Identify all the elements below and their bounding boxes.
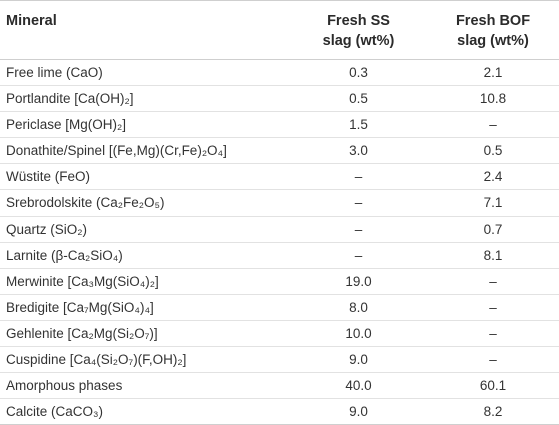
fresh-bof-value: – xyxy=(427,320,559,348)
fresh-ss-value: – xyxy=(290,163,427,191)
fresh-ss-value: – xyxy=(290,189,427,217)
fresh-ss-value: – xyxy=(290,242,427,269)
fresh-ss-value: 9.0 xyxy=(290,346,427,374)
fresh-bof-value: 7.1 xyxy=(427,189,559,217)
table-row: Wüstite (FeO) – 2.4 xyxy=(0,163,559,191)
fresh-bof-value: 8.2 xyxy=(427,398,559,425)
table-row: Srebrodolskite (Ca₂Fe₂O₅) – 7.1 xyxy=(0,189,559,217)
table-row: Bredigite [Ca₇Mg(SiO₄)₄] 8.0 – xyxy=(0,294,559,321)
table-row: Free lime (CaO) 0.3 2.1 xyxy=(0,59,559,87)
fresh-ss-value: – xyxy=(290,216,427,243)
fresh-bof-value: – xyxy=(427,111,559,139)
fresh-bof-value: 8.1 xyxy=(427,242,559,269)
fresh-ss-value: 40.0 xyxy=(290,372,427,400)
table-row: Donathite/Spinel [(Fe,Mg)(Cr,Fe)₂O₄] 3.0… xyxy=(0,137,559,165)
fresh-bof-value: 2.1 xyxy=(427,59,559,87)
header-fresh-ss: Fresh SS slag (wt%) xyxy=(290,0,427,60)
mineral-cell: Larnite (β-Ca₂SiO₄) xyxy=(0,242,290,269)
fresh-bof-value: 0.7 xyxy=(427,216,559,243)
table-row: Calcite (CaCO₃) 9.0 8.2 xyxy=(0,398,559,425)
mineral-cell: Donathite/Spinel [(Fe,Mg)(Cr,Fe)₂O₄] xyxy=(0,137,290,165)
table-row: Merwinite [Ca₃Mg(SiO₄)₂] 19.0 – xyxy=(0,268,559,295)
mineral-cell: Calcite (CaCO₃) xyxy=(0,398,290,425)
fresh-ss-value: 3.0 xyxy=(290,137,427,165)
mineral-cell: Quartz (SiO₂) xyxy=(0,216,290,243)
mineral-cell: Bredigite [Ca₇Mg(SiO₄)₄] xyxy=(0,294,290,321)
fresh-ss-value: 9.0 xyxy=(290,398,427,425)
header-mineral: Mineral xyxy=(0,0,290,60)
fresh-ss-value: 0.5 xyxy=(290,85,427,113)
fresh-bof-value: 60.1 xyxy=(427,372,559,400)
table-row: Portlandite [Ca(OH)₂] 0.5 10.8 xyxy=(0,85,559,113)
fresh-ss-value: 19.0 xyxy=(290,268,427,295)
fresh-bof-value: 0.5 xyxy=(427,137,559,165)
mineral-cell: Srebrodolskite (Ca₂Fe₂O₅) xyxy=(0,189,290,217)
table-row: Amorphous phases 40.0 60.1 xyxy=(0,372,559,400)
table-row: Quartz (SiO₂) – 0.7 xyxy=(0,216,559,243)
header-fresh-bof: Fresh BOF slag (wt%) xyxy=(427,0,559,60)
table-row: Periclase [Mg(OH)₂] 1.5 – xyxy=(0,111,559,139)
fresh-ss-value: 0.3 xyxy=(290,59,427,87)
mineral-cell: Cuspidine [Ca₄(Si₂O₇)(F,OH)₂] xyxy=(0,346,290,374)
mineral-cell: Wüstite (FeO) xyxy=(0,163,290,191)
table-row: Cuspidine [Ca₄(Si₂O₇)(F,OH)₂] 9.0 – xyxy=(0,346,559,374)
mineral-cell: Gehlenite [Ca₂Mg(Si₂O₇)] xyxy=(0,320,290,348)
header-fresh-ss-line2: slag (wt%) xyxy=(322,33,395,49)
header-fresh-ss-line1: Fresh SS xyxy=(327,13,390,29)
mineral-cell: Free lime (CaO) xyxy=(0,59,290,87)
header-fresh-bof-line1: Fresh BOF xyxy=(455,13,531,29)
fresh-bof-value: 10.8 xyxy=(427,85,559,113)
header-fresh-bof-line2: slag (wt%) xyxy=(457,33,529,49)
header-row: Mineral Fresh SS slag (wt%) Fresh BOF sl… xyxy=(0,0,559,60)
fresh-ss-value: 8.0 xyxy=(290,294,427,321)
table-header: Mineral Fresh SS slag (wt%) Fresh BOF sl… xyxy=(0,0,559,60)
mineral-cell: Amorphous phases xyxy=(0,372,290,400)
table-row: Larnite (β-Ca₂SiO₄) – 8.1 xyxy=(0,242,559,269)
table-body: Free lime (CaO) 0.3 2.1 Portlandite [Ca(… xyxy=(0,59,559,425)
fresh-bof-value: – xyxy=(427,346,559,374)
table-row: Gehlenite [Ca₂Mg(Si₂O₇)] 10.0 – xyxy=(0,320,559,348)
fresh-ss-value: 10.0 xyxy=(290,320,427,348)
mineral-cell: Portlandite [Ca(OH)₂] xyxy=(0,85,290,113)
mineral-cell: Merwinite [Ca₃Mg(SiO₄)₂] xyxy=(0,268,290,295)
mineral-cell: Periclase [Mg(OH)₂] xyxy=(0,111,290,139)
fresh-bof-value: – xyxy=(427,268,559,295)
fresh-ss-value: 1.5 xyxy=(290,111,427,139)
fresh-bof-value: 2.4 xyxy=(427,163,559,191)
fresh-bof-value: – xyxy=(427,294,559,321)
